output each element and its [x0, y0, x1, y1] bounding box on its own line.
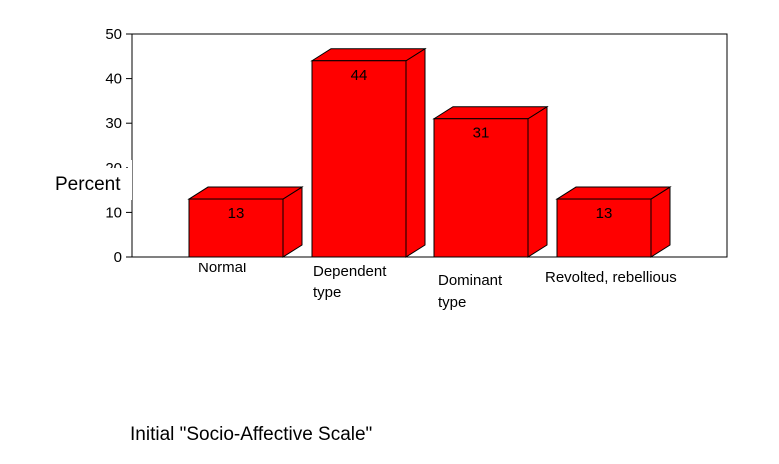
ylabel-clip	[128, 160, 132, 200]
bar-side	[405, 47, 426, 258]
bar-top	[555, 186, 672, 200]
y-tick-label: 50	[105, 26, 122, 43]
ylabel-mask	[50, 168, 128, 196]
x-axis-labels: Normal Dependent type Dominant type Revolted,…	[190, 258, 677, 311]
y-tick-label: 30	[105, 115, 122, 132]
x-category-label: Dominant type	[438, 272, 503, 311]
bar: 44	[310, 47, 427, 258]
plot-border	[131, 33, 728, 258]
x-category-label: Dependent type	[313, 263, 387, 301]
y-tick-label: 0	[114, 249, 122, 266]
bar-top	[310, 48, 427, 62]
bar-data-label: 31	[473, 125, 490, 142]
x-category-label: Normal	[198, 259, 246, 276]
plot-frame	[131, 33, 728, 258]
bar-side	[527, 105, 548, 258]
bar: 13	[555, 186, 672, 258]
label-clip	[190, 258, 270, 263]
bar-front	[188, 198, 284, 258]
bar-data-label: 44	[351, 67, 368, 84]
chart-title: Initial "Socio-Affective Scale"	[130, 424, 372, 445]
bar: 13	[187, 186, 304, 258]
y-tick-label: 10	[105, 204, 122, 221]
bar-data-label: 13	[228, 205, 245, 222]
bar-data-label: 13	[596, 205, 613, 222]
bar-front	[433, 118, 529, 258]
bar: 31	[432, 105, 549, 258]
bar-front	[556, 198, 652, 258]
bar-top	[432, 106, 549, 120]
bar-front	[311, 60, 407, 258]
bar-top	[187, 186, 304, 200]
y-axis-ticks: 01020304050	[105, 26, 132, 266]
y-tick-label: 40	[105, 71, 122, 88]
x-category-label: Revolted, rebellious	[545, 269, 677, 286]
bars: 13 44 31 13	[187, 47, 672, 258]
y-axis-label: Percent	[55, 174, 121, 195]
